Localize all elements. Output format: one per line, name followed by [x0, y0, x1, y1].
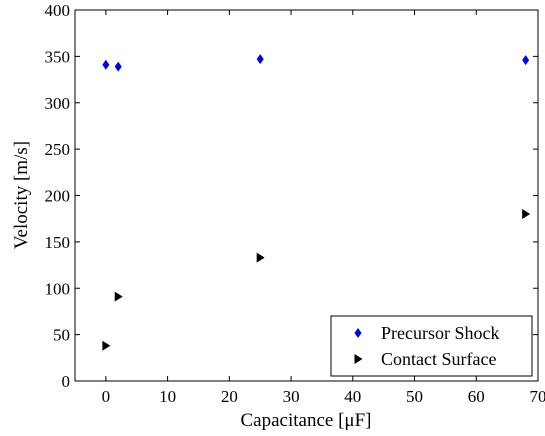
contact-surface-point — [114, 291, 123, 302]
legend: Precursor Shock Contact Surface — [330, 315, 533, 377]
y-tick-label: 300 — [45, 94, 71, 113]
x-tick-label: 60 — [468, 387, 485, 406]
y-tick-label: 150 — [45, 233, 71, 252]
y-tick-label: 0 — [62, 372, 71, 391]
data-points — [102, 54, 531, 351]
contact-surface-point — [522, 209, 531, 220]
x-tick-labels: 0 10 20 30 40 50 60 70 — [102, 387, 545, 406]
legend-marker-precursor-shock — [354, 328, 362, 338]
legend-label-contact-surface: Contact Surface — [381, 349, 496, 369]
precursor-shock-point — [522, 55, 530, 66]
precursor-shock-point — [102, 59, 110, 70]
legend-label-precursor-shock: Precursor Shock — [381, 323, 499, 343]
x-tick-label: 30 — [283, 387, 300, 406]
x-tick-label: 50 — [406, 387, 423, 406]
x-axis-label: Capacitance [μF] — [241, 410, 372, 431]
y-tick-label: 400 — [45, 1, 71, 20]
x-tick-label: 0 — [102, 387, 111, 406]
x-tick-label: 20 — [221, 387, 238, 406]
axis-ticks — [75, 9, 539, 382]
x-tick-label: 70 — [530, 387, 545, 406]
precursor-shock-point — [256, 54, 264, 65]
y-axis-label: Velocity [m/s] — [11, 141, 32, 249]
legend-box — [330, 315, 533, 377]
contact-surface-point — [102, 340, 111, 351]
y-tick-label: 50 — [53, 326, 70, 345]
y-tick-label: 350 — [45, 47, 71, 66]
y-tick-label: 100 — [45, 279, 71, 298]
y-tick-labels: 0 50 100 150 200 250 300 350 400 — [45, 1, 71, 391]
contact-surface-point — [256, 252, 265, 263]
legend-marker-contact-surface — [354, 354, 363, 364]
x-tick-label: 10 — [159, 387, 176, 406]
x-tick-label: 40 — [344, 387, 361, 406]
y-tick-label: 250 — [45, 140, 71, 159]
precursor-shock-point — [114, 61, 122, 72]
y-tick-label: 200 — [45, 187, 71, 206]
